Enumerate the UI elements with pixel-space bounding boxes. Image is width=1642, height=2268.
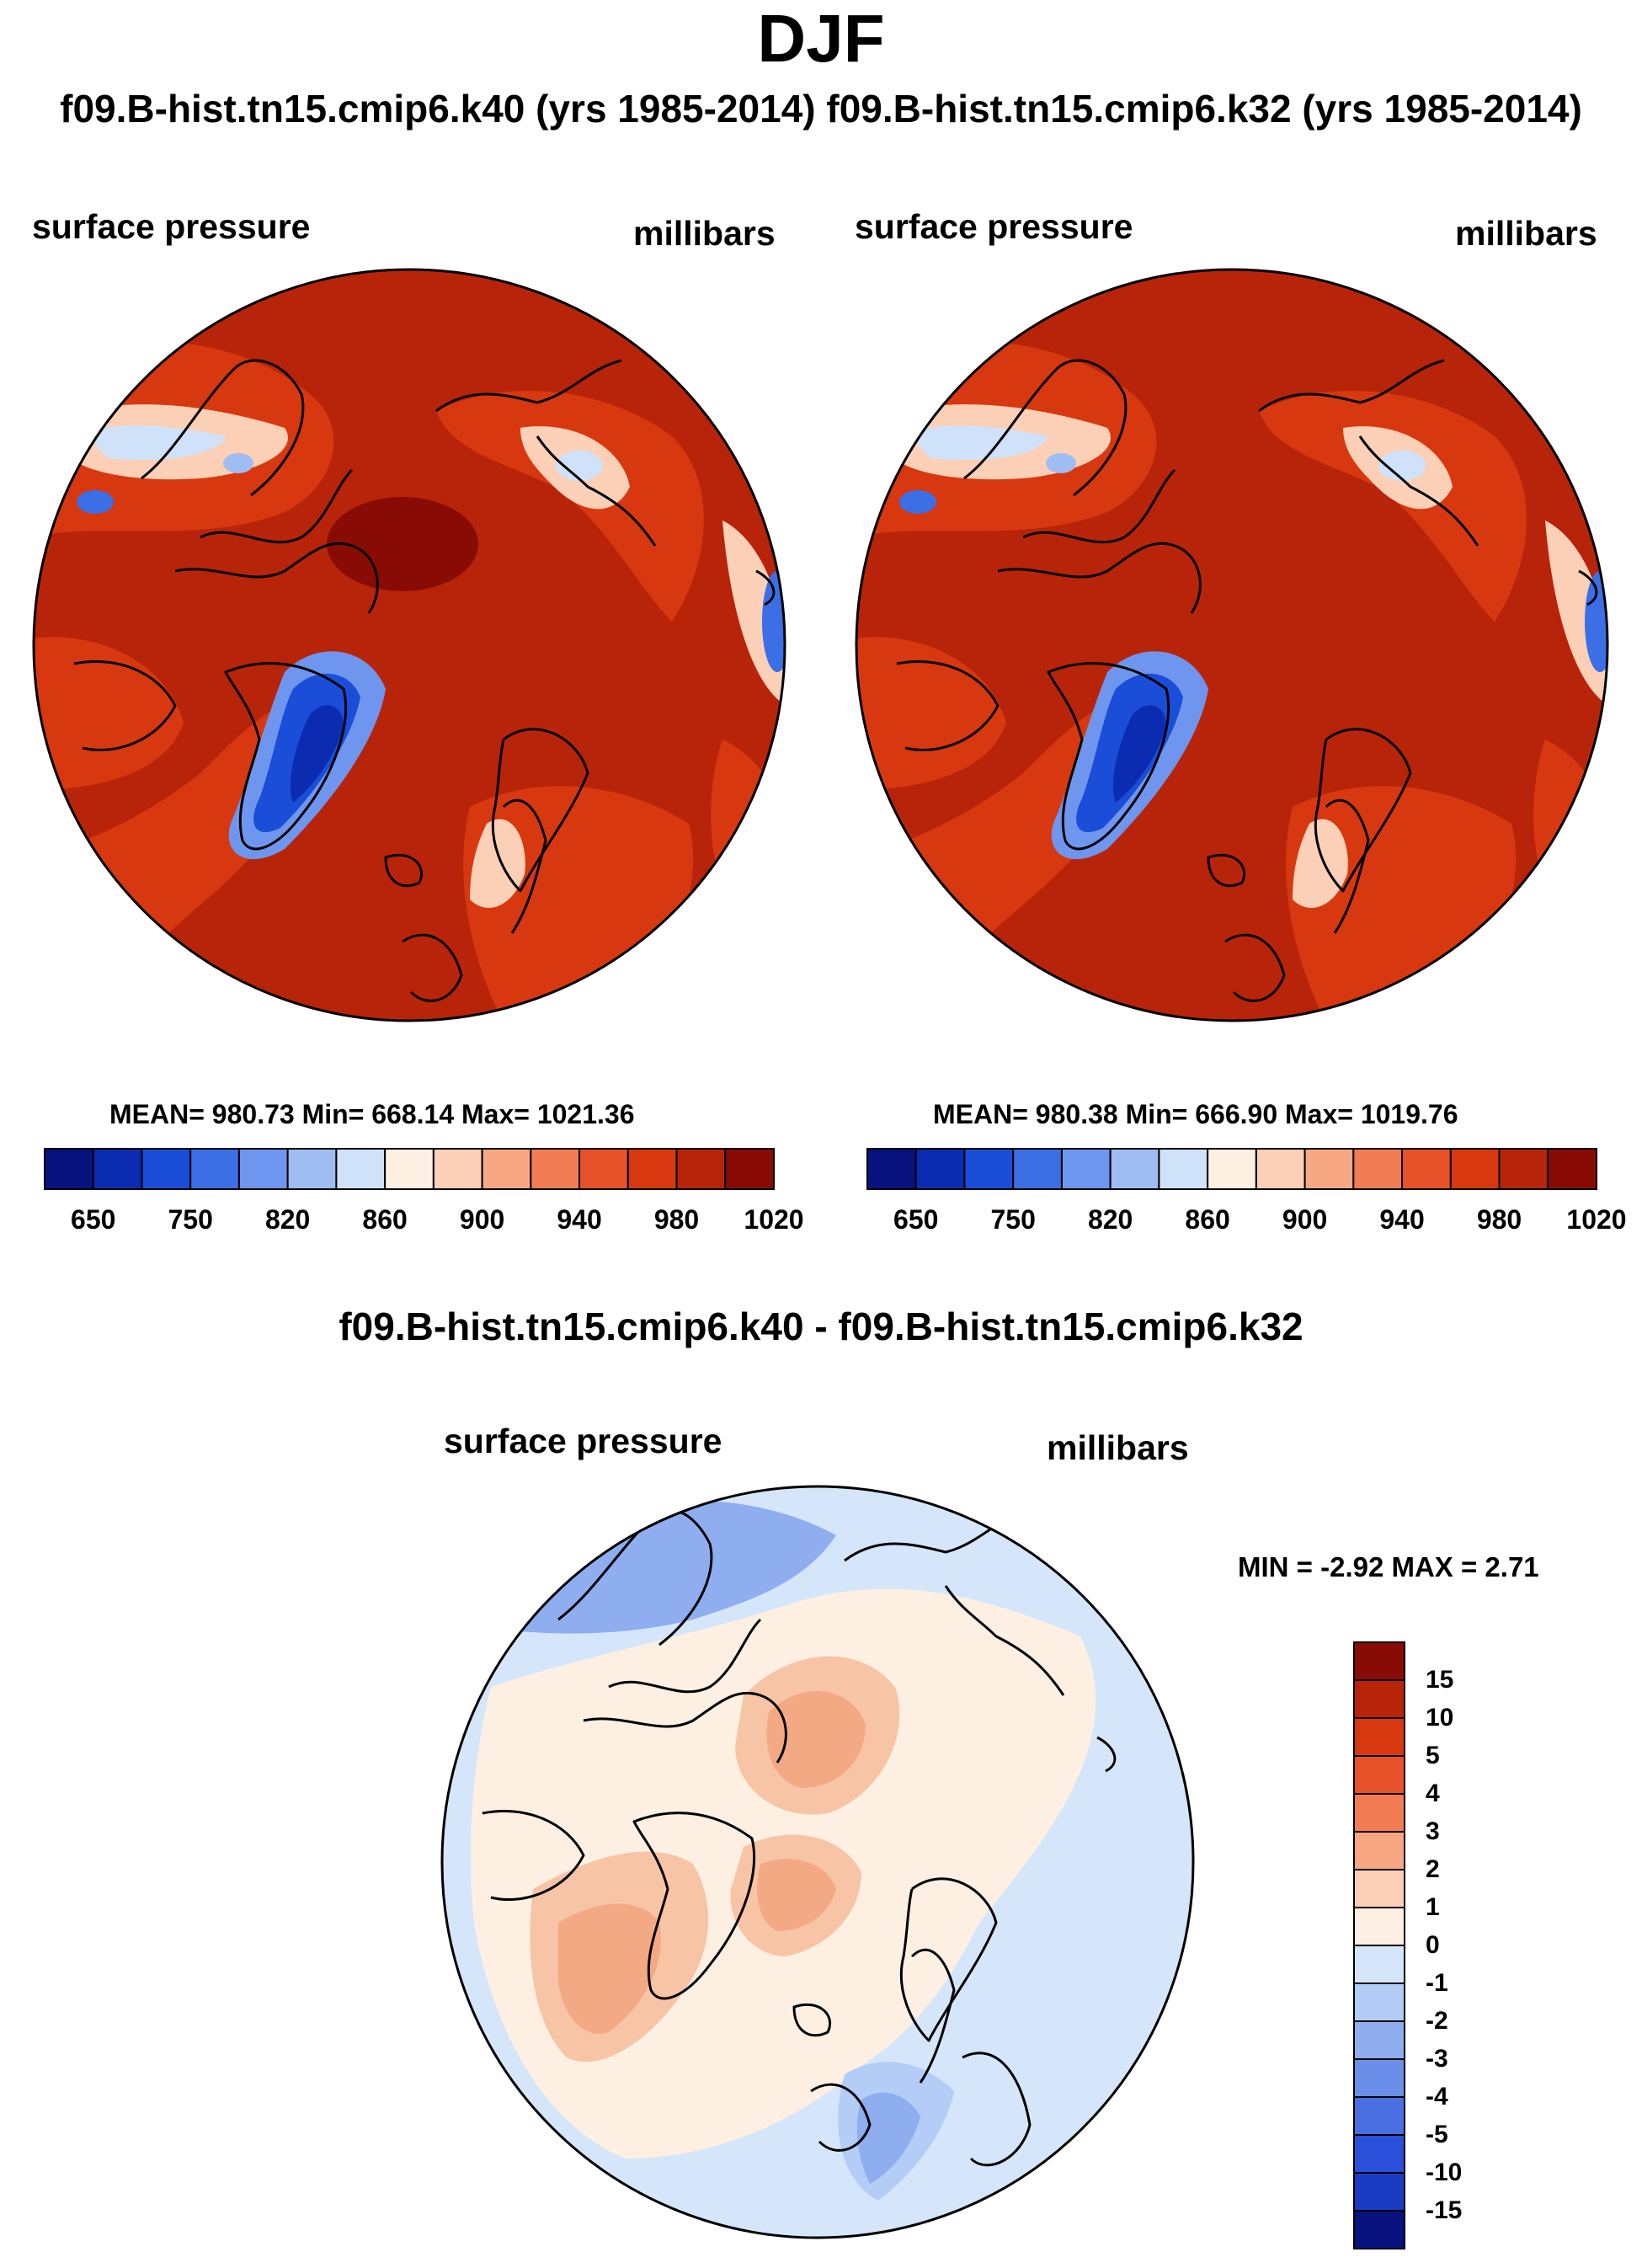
- colorbar-swatch: [286, 1148, 338, 1190]
- run-header: f09.B-hist.tn15.cmip6.k40 (yrs 1985-2014…: [60, 87, 1582, 131]
- diff-units-label: millibars: [1047, 1428, 1189, 1467]
- colorbar-tick-label: 820: [1087, 1204, 1133, 1235]
- colorbar-swatch: [1449, 1148, 1501, 1190]
- right-variable-label: surface pressure: [855, 207, 1133, 246]
- colorbar-swatch: [1353, 1982, 1405, 2022]
- colorbar-tick-label: 650: [893, 1204, 939, 1235]
- colorbar-swatch: [384, 1148, 434, 1190]
- colorbar-tick-label: 1020: [1566, 1204, 1627, 1235]
- colorbar-tick-label: 750: [168, 1204, 213, 1235]
- left-colorbar-ticks: 650 750 820 860 900 940 980 1020: [45, 1204, 804, 1238]
- colorbar-swatch: [724, 1148, 775, 1190]
- difference-polar-map: [440, 1485, 1195, 2239]
- colorbar-swatch: [92, 1148, 143, 1190]
- diff-variable-label: surface pressure: [444, 1422, 722, 1460]
- colorbar-swatch: [1353, 1831, 1405, 1870]
- colorbar-tick-label: 900: [459, 1204, 505, 1235]
- colorbar-swatch: [626, 1148, 678, 1190]
- colorbar-tick-label: 10: [1426, 1704, 1454, 1732]
- colorbar-swatch: [1401, 1148, 1452, 1190]
- colorbar-swatch: [1012, 1148, 1063, 1190]
- right-colorbar: [866, 1148, 1597, 1190]
- right-polar-map: [855, 268, 1609, 1022]
- colorbar-swatch: [481, 1148, 532, 1190]
- colorbar-swatch: [335, 1148, 387, 1190]
- colorbar-tick-label: 980: [653, 1204, 700, 1235]
- colorbar-tick-label: 0: [1426, 1931, 1440, 1959]
- colorbar-swatch: [1353, 2172, 1405, 2212]
- colorbar-tick-label: 3: [1426, 1817, 1440, 1845]
- colorbar-swatch: [1353, 1717, 1405, 1757]
- colorbar-swatch: [1353, 1679, 1405, 1719]
- colorbar-swatch: [1060, 1148, 1112, 1190]
- left-stats: MEAN= 980.73 Min= 668.14 Max= 1021.36: [109, 1099, 635, 1129]
- colorbar-tick-label: 750: [990, 1204, 1036, 1235]
- colorbar-swatch: [530, 1148, 581, 1190]
- colorbar-tick-label: 980: [1476, 1204, 1522, 1235]
- colorbar-swatch: [1353, 2058, 1405, 2098]
- colorbar-swatch: [1498, 1148, 1549, 1190]
- colorbar-swatch: [1207, 1148, 1257, 1190]
- colorbar-tick-label: 1020: [744, 1204, 804, 1235]
- colorbar-tick-label: -5: [1426, 2121, 1448, 2148]
- colorbar-swatch: [675, 1148, 727, 1190]
- colorbar-tick-label: -2: [1426, 2007, 1448, 2035]
- colorbar-swatch: [1352, 1148, 1404, 1190]
- colorbar-tick-label: 2: [1426, 1855, 1440, 1883]
- colorbar-swatch: [1353, 1907, 1405, 1946]
- colorbar-tick-label: 5: [1426, 1742, 1440, 1769]
- colorbar-tick-label: -3: [1426, 2045, 1448, 2073]
- right-colorbar-ticks: 650 750 820 860 900 940 980 1020: [867, 1204, 1627, 1238]
- colorbar-swatch: [1255, 1148, 1306, 1190]
- colorbar-swatch: [1353, 2134, 1405, 2174]
- colorbar-swatch: [189, 1148, 240, 1190]
- colorbar-tick-label: 860: [1185, 1204, 1230, 1235]
- colorbar-swatch: [432, 1148, 483, 1190]
- right-stats: MEAN= 980.38 Min= 666.90 Max= 1019.76: [933, 1099, 1458, 1129]
- diff-colorbar-ticks: 15 10 5 4 3 2 1 0 -1 -2 -3 -4 -5 -10 -15: [1426, 1642, 1527, 2249]
- left-polar-map: [32, 268, 786, 1022]
- colorbar-swatch: [141, 1148, 192, 1190]
- left-units-label: millibars: [633, 214, 776, 253]
- colorbar-swatch: [1109, 1148, 1160, 1190]
- colorbar-swatch: [1353, 1641, 1405, 1681]
- colorbar-tick-label: -10: [1426, 2159, 1463, 2186]
- colorbar-tick-label: -1: [1426, 1969, 1448, 1997]
- colorbar-swatch: [1353, 2096, 1405, 2136]
- colorbar-swatch: [578, 1148, 629, 1190]
- colorbar-swatch: [1353, 1869, 1405, 1908]
- colorbar-swatch: [1353, 2020, 1405, 2060]
- right-units-label: millibars: [1455, 214, 1597, 253]
- colorbar-swatch: [1547, 1148, 1597, 1190]
- colorbar-swatch: [914, 1148, 966, 1190]
- colorbar-tick-label: 940: [557, 1204, 602, 1235]
- colorbar-swatch: [237, 1148, 289, 1190]
- colorbar-tick-label: -4: [1426, 2083, 1448, 2111]
- colorbar-swatch: [1353, 1945, 1405, 1984]
- colorbar-swatch: [1353, 1793, 1405, 1833]
- colorbar-tick-label: 1: [1426, 1893, 1440, 1921]
- colorbar-tick-label: 4: [1426, 1780, 1440, 1807]
- colorbar-swatch: [866, 1148, 917, 1190]
- colorbar-tick-label: 820: [264, 1204, 311, 1235]
- colorbar-tick-label: 940: [1379, 1204, 1425, 1235]
- colorbar-swatch: [1158, 1148, 1209, 1190]
- colorbar-tick-label: 15: [1426, 1666, 1454, 1694]
- left-variable-label: surface pressure: [32, 207, 311, 246]
- colorbar-swatch: [1353, 1755, 1405, 1795]
- colorbar-tick-label: 650: [71, 1204, 116, 1235]
- colorbar-swatch: [963, 1148, 1015, 1190]
- colorbar-tick-label: 860: [362, 1204, 408, 1235]
- colorbar-tick-label: -15: [1426, 2196, 1463, 2224]
- page-title: DJF: [757, 1, 885, 76]
- diff-title: f09.B-hist.tn15.cmip6.k40 - f09.B-hist.t…: [339, 1305, 1303, 1348]
- colorbar-swatch: [1353, 2210, 1405, 2249]
- colorbar-swatch: [44, 1148, 94, 1190]
- diff-colorbar: [1353, 1641, 1405, 2249]
- colorbar-swatch: [1303, 1148, 1355, 1190]
- left-colorbar: [44, 1148, 775, 1190]
- colorbar-tick-label: 900: [1282, 1204, 1328, 1235]
- diff-minmax: MIN = -2.92 MAX = 2.71: [1238, 1551, 1539, 1582]
